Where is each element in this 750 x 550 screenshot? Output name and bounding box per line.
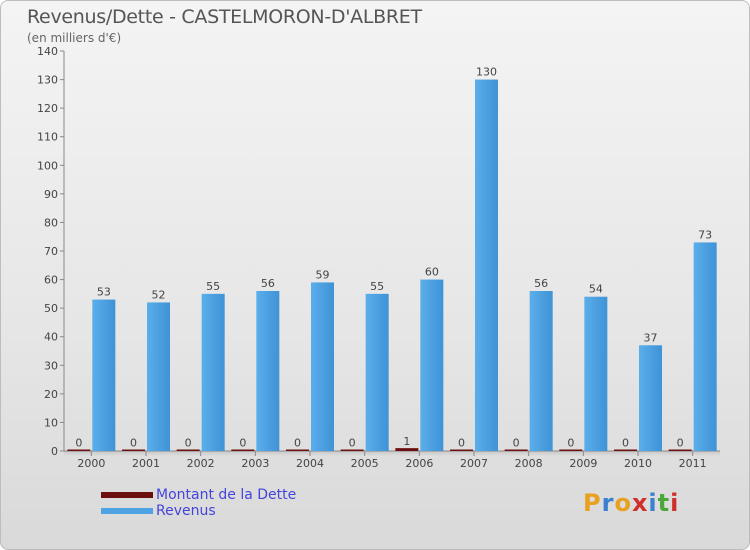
y-tick-label: 130 bbox=[37, 74, 58, 87]
data-label-dette: 0 bbox=[349, 437, 356, 450]
y-tick-label: 110 bbox=[37, 131, 58, 144]
bar-revenus bbox=[639, 345, 662, 451]
logo-letter: t bbox=[657, 489, 671, 517]
logo-letter: o bbox=[614, 489, 632, 517]
y-tick-label: 10 bbox=[44, 416, 58, 429]
y-tick-label: 70 bbox=[44, 245, 58, 258]
bar-revenus bbox=[529, 291, 553, 451]
plot-floor bbox=[64, 451, 720, 457]
x-tick-label: 2001 bbox=[132, 457, 160, 470]
data-label-dette: 0 bbox=[458, 437, 465, 450]
logo-letter: x bbox=[631, 489, 649, 517]
bar-dette bbox=[504, 449, 528, 451]
proxiti-logo: Proxiti bbox=[583, 489, 679, 517]
bar-dette bbox=[559, 449, 583, 451]
bar-revenus bbox=[201, 293, 225, 451]
x-tick-label: 2004 bbox=[296, 457, 324, 470]
x-tick-label: 2002 bbox=[187, 457, 215, 470]
bar-dette bbox=[395, 448, 419, 451]
bar-dette bbox=[340, 449, 364, 451]
logo-letter: i bbox=[670, 489, 680, 517]
data-label-dette: 0 bbox=[513, 437, 520, 450]
data-label-dette: 0 bbox=[185, 437, 192, 450]
data-label-revenus: 56 bbox=[534, 277, 548, 290]
bar-dette bbox=[668, 449, 692, 451]
logo-letter: r bbox=[601, 489, 615, 517]
x-tick-label: 2011 bbox=[679, 457, 707, 470]
bar-revenus bbox=[256, 291, 280, 451]
legend-swatch-revenus bbox=[101, 508, 153, 514]
data-label-revenus: 73 bbox=[698, 228, 712, 241]
legend-item-dette: Montant de la Dette bbox=[101, 487, 296, 503]
bar-revenus bbox=[365, 293, 389, 451]
logo-letter: i bbox=[648, 489, 658, 517]
data-label-dette: 1 bbox=[403, 435, 410, 448]
data-label-revenus: 53 bbox=[97, 286, 111, 299]
bar-dette bbox=[614, 449, 637, 451]
data-label-revenus: 52 bbox=[152, 288, 166, 301]
data-label-dette: 0 bbox=[239, 437, 246, 450]
y-tick-label: 100 bbox=[37, 159, 58, 172]
data-label-revenus: 130 bbox=[476, 66, 497, 79]
bar-dette bbox=[176, 449, 200, 451]
data-label-dette: 0 bbox=[75, 437, 82, 450]
x-tick-label: 2007 bbox=[460, 457, 488, 470]
data-label-dette: 0 bbox=[677, 437, 684, 450]
x-tick-label: 2009 bbox=[569, 457, 597, 470]
data-label-revenus: 59 bbox=[316, 268, 330, 281]
x-tick-label: 2010 bbox=[624, 457, 652, 470]
x-tick-label: 2000 bbox=[77, 457, 105, 470]
chart-title: Revenus/Dette - CASTELMORON-D'ALBRET bbox=[27, 6, 422, 28]
legend-item-revenus: Revenus bbox=[101, 503, 296, 519]
bar-revenus bbox=[693, 242, 717, 451]
bar-revenus bbox=[92, 299, 116, 451]
bar-revenus bbox=[584, 296, 608, 451]
data-label-revenus: 54 bbox=[589, 283, 603, 296]
legend-label-dette: Montant de la Dette bbox=[156, 487, 297, 503]
bar-revenus bbox=[475, 79, 498, 452]
data-label-revenus: 56 bbox=[261, 277, 275, 290]
data-label-revenus: 37 bbox=[644, 331, 658, 344]
x-tick-label: 2008 bbox=[515, 457, 543, 470]
bar-dette bbox=[231, 449, 255, 451]
x-tick-label: 2006 bbox=[405, 457, 433, 470]
legend: Montant de la Dette Revenus bbox=[101, 487, 296, 519]
bar-dette bbox=[122, 449, 145, 451]
data-label-dette: 0 bbox=[294, 437, 301, 450]
bar-revenus bbox=[311, 282, 334, 451]
x-tick-label: 2003 bbox=[241, 457, 269, 470]
logo-letter: P bbox=[583, 489, 602, 517]
y-tick-label: 50 bbox=[44, 302, 58, 315]
y-tick-label: 90 bbox=[44, 188, 58, 201]
data-label-revenus: 55 bbox=[206, 280, 220, 293]
y-tick-label: 30 bbox=[44, 359, 58, 372]
legend-label-revenus: Revenus bbox=[156, 503, 216, 519]
y-tick-label: 40 bbox=[44, 331, 58, 344]
y-tick-label: 0 bbox=[51, 445, 58, 458]
y-tick-label: 20 bbox=[44, 388, 58, 401]
bar-dette bbox=[286, 449, 309, 451]
bar-revenus bbox=[147, 302, 170, 451]
data-label-dette: 0 bbox=[567, 437, 574, 450]
data-label-revenus: 60 bbox=[425, 266, 439, 279]
bar-dette bbox=[450, 449, 473, 451]
y-tick-label: 140 bbox=[37, 45, 58, 58]
data-label-dette: 0 bbox=[622, 437, 629, 450]
y-tick-label: 60 bbox=[44, 274, 58, 287]
bar-revenus bbox=[420, 279, 444, 451]
bar-dette bbox=[67, 449, 91, 451]
data-label-revenus: 55 bbox=[370, 280, 384, 293]
chart-subtitle: (en milliers d'€) bbox=[27, 31, 122, 45]
y-tick-label: 80 bbox=[44, 216, 58, 229]
y-tick-label: 120 bbox=[37, 102, 58, 115]
legend-swatch-dette bbox=[101, 492, 153, 498]
x-tick-label: 2005 bbox=[351, 457, 379, 470]
data-label-dette: 0 bbox=[130, 437, 137, 450]
